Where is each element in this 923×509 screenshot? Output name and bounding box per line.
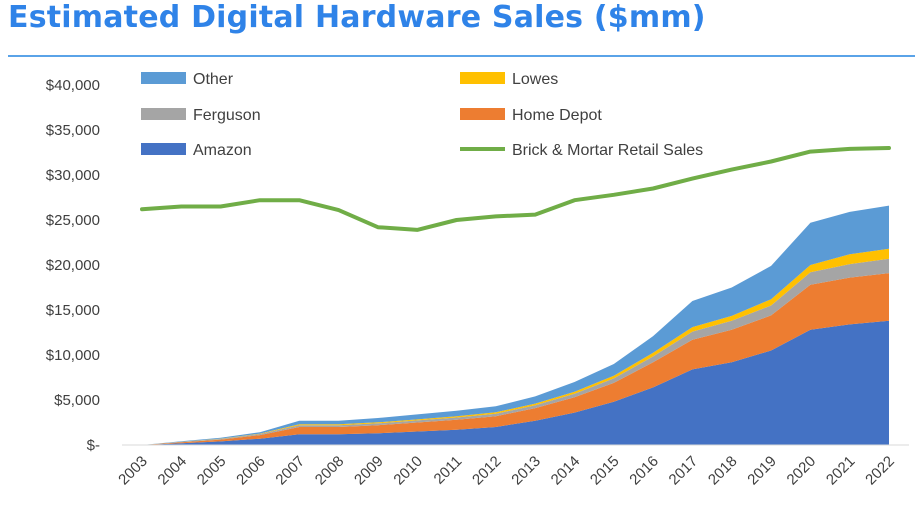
legend-label: Home Depot xyxy=(512,107,602,124)
legend-item-lowes: Lowes xyxy=(460,71,558,88)
legend-label: Ferguson xyxy=(193,107,261,124)
x-tick-label: 2016 xyxy=(626,453,662,489)
x-tick-label: 2009 xyxy=(351,453,387,489)
x-tick-label: 2004 xyxy=(155,453,191,489)
legend-item-ferguson: Ferguson xyxy=(141,107,261,124)
y-tick-label: $10,000 xyxy=(46,347,100,364)
legend-swatch xyxy=(141,72,186,84)
x-tick-label: 2005 xyxy=(194,453,230,489)
series-line-brick-and-mortar-retail-sales xyxy=(140,146,891,232)
x-tick-label: 2011 xyxy=(431,453,466,488)
legend-swatch xyxy=(460,108,505,120)
x-tick-label: 2007 xyxy=(272,453,308,489)
x-tick-label: 2021 xyxy=(823,453,859,489)
legend-label: Lowes xyxy=(512,71,558,88)
x-tick-label: 2019 xyxy=(744,453,780,489)
x-tick-label: 2006 xyxy=(233,453,269,489)
x-tick-label: 2003 xyxy=(115,453,151,489)
line-layer xyxy=(140,146,891,232)
legend-swatch xyxy=(460,72,505,84)
x-tick-label: 2020 xyxy=(784,453,820,489)
y-axis: $- $5,000 $10,000 $15,000 $20,000 $25,000 $30,… xyxy=(46,77,100,454)
legend-swatch xyxy=(141,108,186,120)
x-tick-label: 2008 xyxy=(312,453,348,489)
legend-label: Other xyxy=(193,71,234,88)
y-tick-label: $30,000 xyxy=(46,167,100,184)
area-layer xyxy=(142,205,889,445)
x-axis: 2003 2004 2005 2006 2007 2008 2009 2010 2011 2012… xyxy=(115,453,898,489)
chart-title: Estimated Digital Hardware Sales ($mm) xyxy=(8,0,706,35)
x-tick-label: 2015 xyxy=(587,453,623,489)
y-tick-label: $25,000 xyxy=(46,212,100,229)
series-area-lowes xyxy=(142,248,889,445)
y-tick-label: $40,000 xyxy=(46,77,100,94)
x-tick-label: 2013 xyxy=(508,453,544,489)
legend-item-brick-and-mortar-retail-sales: Brick & Mortar Retail Sales xyxy=(460,142,703,159)
legend-label: Brick & Mortar Retail Sales xyxy=(512,142,703,159)
title-divider xyxy=(8,55,915,57)
series-area-other xyxy=(142,205,889,445)
y-tick-label: $15,000 xyxy=(46,302,100,319)
y-tick-label: $- xyxy=(87,437,100,454)
legend-label: Amazon xyxy=(193,142,252,159)
legend: Other Lowes Ferguson Home Depot Amazon Brick … xyxy=(141,71,703,159)
legend-swatch xyxy=(141,143,186,155)
y-tick-label: $5,000 xyxy=(54,392,100,409)
x-tick-label: 2022 xyxy=(862,453,898,489)
x-tick-label: 2012 xyxy=(469,453,505,489)
x-tick-label: 2017 xyxy=(666,453,702,489)
series-area-ferguson xyxy=(142,258,889,445)
series-area-home-depot xyxy=(142,273,889,445)
legend-item-other: Other xyxy=(141,71,234,88)
legend-item-amazon: Amazon xyxy=(141,142,252,159)
x-tick-label: 2010 xyxy=(390,453,426,489)
y-tick-label: $35,000 xyxy=(46,122,100,139)
x-tick-label: 2014 xyxy=(548,453,584,489)
series-area-amazon xyxy=(142,320,889,445)
y-tick-label: $20,000 xyxy=(46,257,100,274)
legend-item-home-depot: Home Depot xyxy=(460,107,602,124)
x-tick-label: 2018 xyxy=(705,453,741,489)
